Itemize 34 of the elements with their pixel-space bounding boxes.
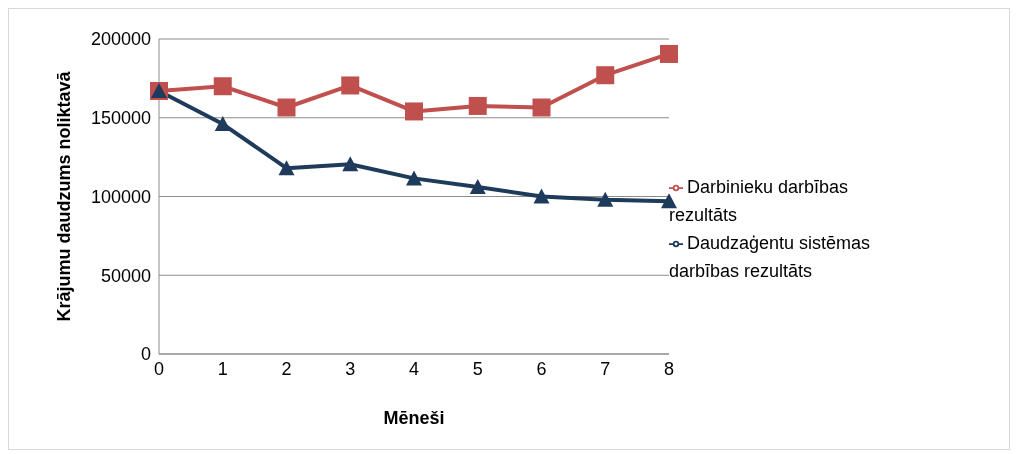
x-axis-title: Mēneši (383, 408, 445, 428)
x-tick-label: 4 (408, 358, 420, 379)
point (597, 191, 614, 207)
y-tick-label: 150000 (90, 108, 151, 129)
x-tick-label: 3 (345, 358, 356, 379)
y-axis-title: Krājumu daudzums noliktavā (54, 70, 75, 322)
point (342, 156, 359, 172)
legend-label: Darbinieku darbības rezultāts (669, 177, 849, 225)
point (213, 77, 232, 96)
x-tick-label: 7 (600, 358, 611, 379)
x-tick-label: 8 (663, 358, 675, 379)
y-tick-label: 50000 (100, 265, 151, 286)
point (533, 188, 550, 204)
x-tick-label: 2 (281, 358, 292, 379)
point (341, 76, 360, 95)
x-tick-label: 0 (153, 358, 165, 379)
x-tick-label: 5 (472, 358, 483, 379)
point (406, 170, 422, 186)
x-tick-label: 6 (536, 358, 547, 379)
point (469, 179, 486, 195)
point (277, 98, 296, 117)
point (596, 66, 615, 85)
point (660, 44, 678, 63)
point (405, 102, 423, 121)
y-tick-label: 100000 (90, 186, 151, 207)
point (661, 193, 677, 209)
point (214, 116, 231, 132)
y-tick-label: 0 (140, 344, 151, 365)
point (278, 160, 295, 176)
x-tick-label: 1 (217, 358, 228, 379)
point (468, 96, 487, 115)
legend-label: Daudzaģentu sistēmas darbības rezultāts (669, 233, 871, 281)
y-tick-label: 200000 (90, 29, 151, 50)
point (532, 98, 551, 117)
